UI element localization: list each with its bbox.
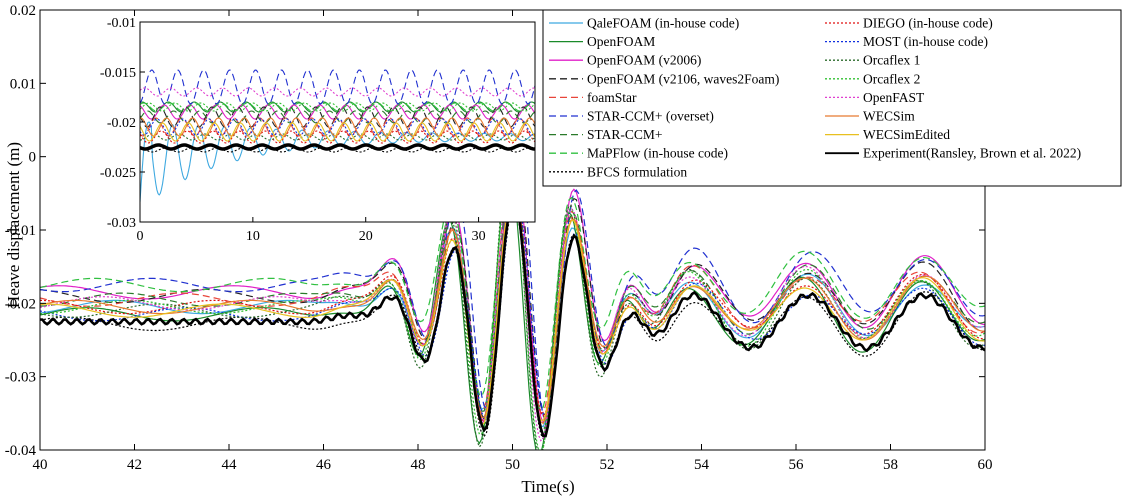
inset-x-tick-label: 20 <box>359 229 373 244</box>
x-tick-label: 50 <box>505 457 520 473</box>
series-line-10 <box>40 190 985 419</box>
y-tick-label: 0 <box>29 150 37 166</box>
inset-background <box>140 22 535 222</box>
legend: QaleFOAM (in-house code) OpenFOAM OpenFOAM… <box>542 9 1122 187</box>
x-tick-label: 60 <box>978 457 993 473</box>
legend-entry-label: STAR-CCM+ <box>587 127 663 142</box>
y-tick-label: 0.01 <box>10 76 36 92</box>
inset-series-line-16 <box>140 143 535 151</box>
legend-entry-label: MaPFlow (in-house code) <box>587 146 728 161</box>
inset-y-tick-label: -0.02 <box>107 116 136 131</box>
inset-series-line-12 <box>140 102 535 112</box>
inset-series-line-0 <box>140 121 535 203</box>
legend-entry-label: DIEGO (in-house code) <box>863 16 993 31</box>
x-tick-label: 52 <box>600 457 615 473</box>
series-line-7 <box>40 158 985 412</box>
series-line-14 <box>40 188 985 425</box>
x-tick-label: 48 <box>411 457 426 473</box>
y-tick-label: 0.02 <box>10 3 36 19</box>
inset-series-line-13 <box>140 87 535 97</box>
legend-entry-label: OpenFOAM (v2006) <box>587 53 701 68</box>
series-line-12 <box>40 147 985 450</box>
legend-entry-label: QaleFOAM (in-house code) <box>587 16 739 31</box>
legend-entry-label: OpenFOAM (v2106, waves2Foam) <box>587 71 779 86</box>
inset-series-line-5 <box>140 69 535 105</box>
inset-y-tick-label: -0.015 <box>100 66 136 81</box>
legend-entry-label: BFCS formulation <box>587 164 687 179</box>
x-tick-label: 58 <box>883 457 898 473</box>
inset-y-tick-label: -0.03 <box>107 216 136 231</box>
inset-x-tick-label: 10 <box>246 229 260 244</box>
inset-series-line-4 <box>140 117 535 137</box>
legend-entry-label: WECSim <box>863 109 915 124</box>
inset-series-line-8 <box>140 147 535 153</box>
legend-entry-label: foamStar <box>587 90 637 105</box>
x-axis-label: Time(s) <box>521 477 574 496</box>
x-tick-label: 40 <box>33 457 48 473</box>
x-tick-label: 46 <box>316 457 332 473</box>
x-tick-label: 44 <box>222 457 238 473</box>
legend-entry-label: Orcaflex 2 <box>863 71 920 86</box>
legend-box <box>542 9 1122 187</box>
legend-entry-label: WECSimEdited <box>863 127 950 142</box>
x-tick-label: 56 <box>789 457 805 473</box>
legend-entry-label: OpenFOAM <box>587 34 655 49</box>
y-axis-label: Heave displacement (m) <box>4 142 23 308</box>
inset-x-tick-label: 30 <box>472 229 486 244</box>
y-tick-label: -0.03 <box>5 370 36 386</box>
inset-y-tick-label: -0.025 <box>100 166 136 181</box>
legend-entry-label: STAR-CCM+ (overset) <box>587 109 714 124</box>
inset-x-tick-label: 0 <box>137 229 144 244</box>
y-tick-label: -0.01 <box>5 223 36 239</box>
legend-entry-label: MOST (in-house code) <box>863 34 988 49</box>
inset-plot-area: 0 10 20 30 -0.03 -0.025 -0.02 -0.015 -0.01 <box>100 16 536 244</box>
inset-series-line-7 <box>140 102 535 112</box>
x-tick-label: 54 <box>694 457 710 473</box>
x-tick-label: 42 <box>127 457 142 473</box>
legend-entry-label: Experiment(Ransley, Brown et al. 2022) <box>863 146 1081 161</box>
series-line-8 <box>40 205 985 440</box>
inset-series-line-10 <box>140 118 535 136</box>
y-tick-label: -0.04 <box>5 443 37 459</box>
legend-entry-label: OpenFAST <box>863 90 925 105</box>
inset-series-line-9 <box>140 130 535 144</box>
inset-y-tick-label: -0.01 <box>107 16 136 31</box>
y-tick-label: -0.02 <box>5 296 36 312</box>
inset-series-lines <box>140 69 535 203</box>
inset-series-line-15 <box>140 122 535 142</box>
legend-entry-label: Orcaflex 1 <box>863 53 920 68</box>
